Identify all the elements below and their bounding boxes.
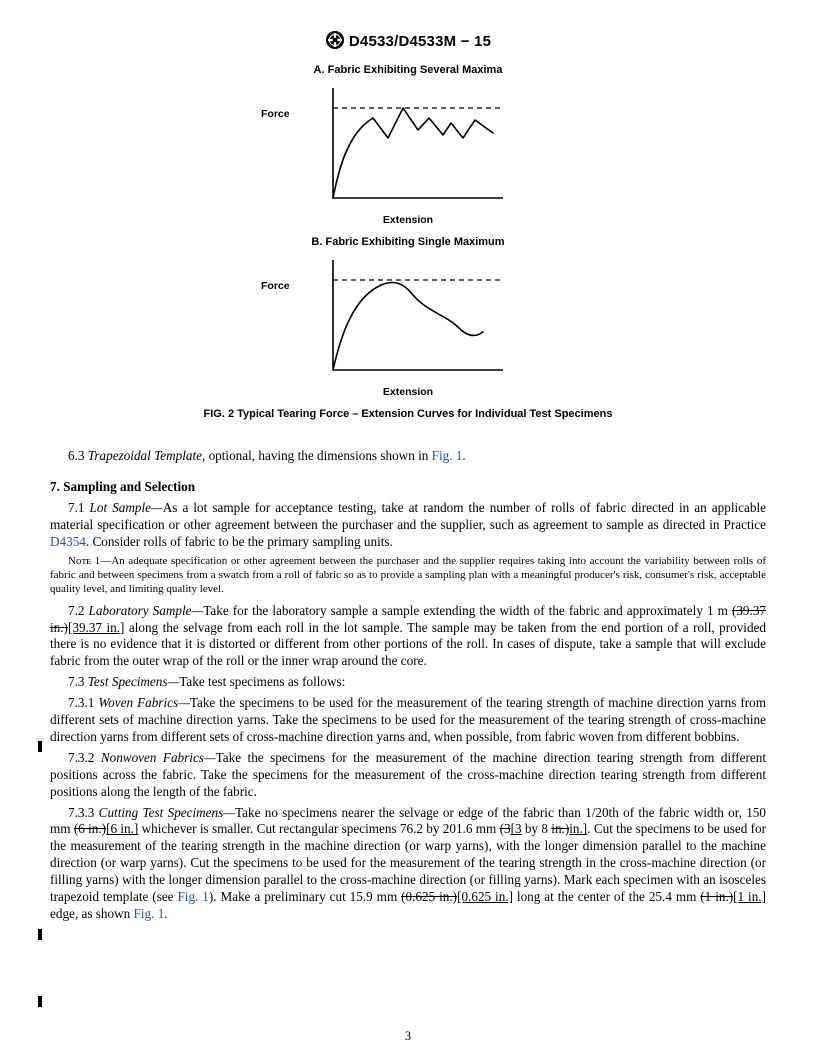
para-7-3: 7.3 Test Specimens—Take test specimens a… [50,674,766,691]
chart-a-svg [303,78,513,208]
change-bar-2 [38,929,42,940]
fig-b-ylabel: Force [261,280,290,292]
para-7-3-2: 7.3.2 Nonwoven Fabrics—Take the specimen… [50,750,766,801]
fig-caption: FIG. 2 Typical Tearing Force – Extension… [50,408,766,420]
fig-a-xlabel: Extension [50,214,766,226]
ref-fig1-b[interactable]: Fig. 1 [177,889,208,904]
para-7-2: 7.2 Laboratory Sample—Take for the labor… [50,603,766,671]
change-bar-3 [38,996,42,1007]
figures-block: A. Fabric Exhibiting Several Maxima Forc… [50,64,766,420]
fig-b-xlabel: Extension [50,386,766,398]
fig-a-title: A. Fabric Exhibiting Several Maxima [50,64,766,76]
ref-fig1-c[interactable]: Fig. 1 [134,906,165,921]
doc-header: D4533/D4533M − 15 [50,30,766,54]
section-7-heading: 7. Sampling and Selection [50,479,766,496]
chart-b: Force [303,250,513,384]
para-7-1: 7.1 Lot Sample—As a lot sample for accep… [50,500,766,551]
para-6-3: 6.3 Trapezoidal Template, optional, havi… [50,448,766,465]
fig-b-title: B. Fabric Exhibiting Single Maximum [50,236,766,248]
change-bar-1 [38,741,42,752]
doc-designation: D4533/D4533M − 15 [349,33,491,50]
para-7-3-1: 7.3.1 Woven Fabrics—Take the specimens t… [50,695,766,746]
para-7-3-3: 7.3.3 Cutting Test Specimens—Take no spe… [50,805,766,923]
fig-a-ylabel: Force [261,108,290,120]
ref-d4354[interactable]: D4354 [50,534,86,549]
chart-b-svg [303,250,513,380]
astm-logo-icon [325,30,345,54]
note-1: Nᴏᴛᴇ 1—An adequate specification or othe… [50,555,766,596]
chart-a: Force [303,78,513,212]
page-number: 3 [0,1029,816,1044]
ref-fig1-a[interactable]: Fig. 1 [432,448,463,463]
